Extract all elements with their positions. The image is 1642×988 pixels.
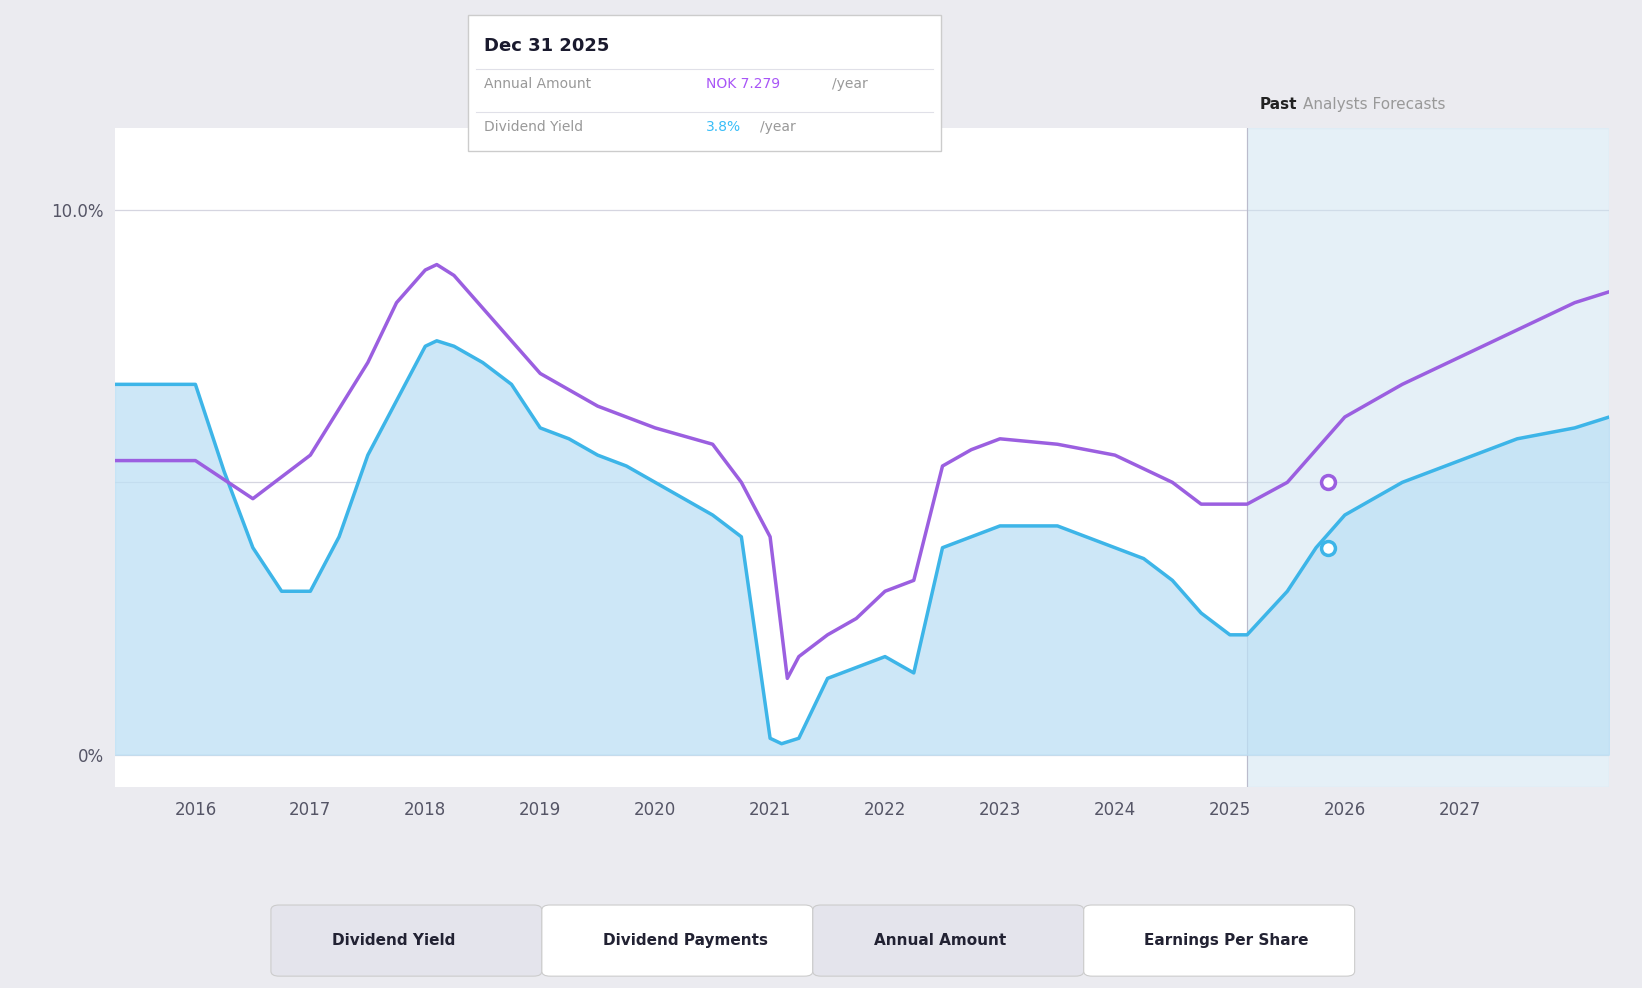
Text: Dividend Yield: Dividend Yield: [332, 933, 455, 948]
Text: Dec 31 2025: Dec 31 2025: [484, 37, 609, 54]
Text: Past: Past: [1259, 97, 1297, 112]
Text: Dividend Yield: Dividend Yield: [484, 120, 583, 133]
Text: 3.8%: 3.8%: [706, 120, 741, 133]
Bar: [1248, 128, 1609, 787]
Text: /year: /year: [760, 120, 796, 133]
Text: Annual Amount: Annual Amount: [484, 77, 591, 91]
Text: Earnings Per Share: Earnings Per Share: [1144, 933, 1309, 948]
Text: /year: /year: [832, 77, 869, 91]
Text: Dividend Payments: Dividend Payments: [603, 933, 767, 948]
Text: Annual Amount: Annual Amount: [874, 933, 1007, 948]
Text: Analysts Forecasts: Analysts Forecasts: [1302, 97, 1445, 112]
Text: NOK 7.279: NOK 7.279: [706, 77, 780, 91]
